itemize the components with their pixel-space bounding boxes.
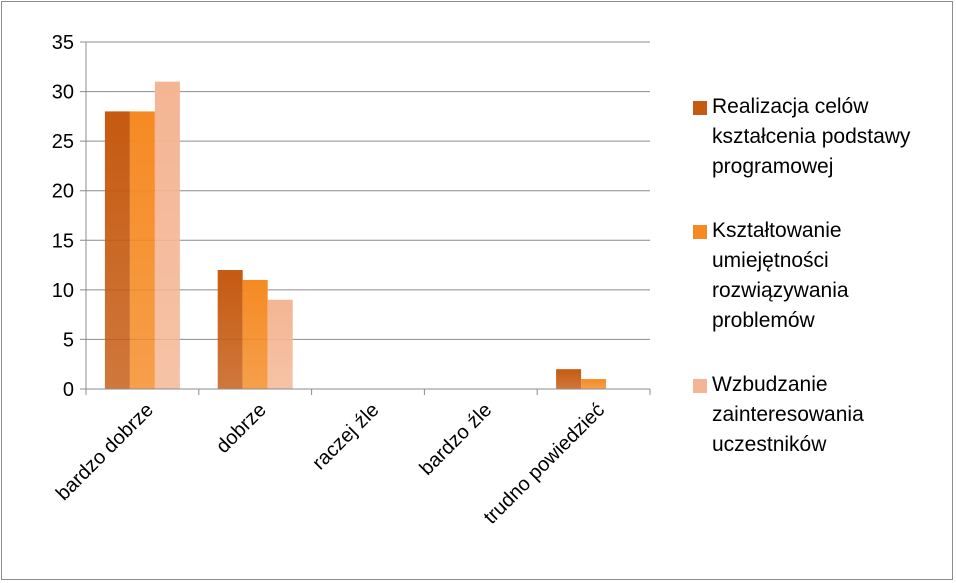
x-tick-label: bardzo dobrze [52,399,158,505]
bars [104,81,607,390]
bar-0-1 [217,270,243,389]
y-tick-label: 25 [52,131,74,153]
x-tick-label: bardzo źle [416,399,497,480]
bar-2-0 [154,81,180,390]
bar-0-4 [556,369,582,389]
legend-swatch [693,379,707,393]
legend-item: Realizacja celów kształcenia podstawy pr… [690,92,952,182]
y-tick-label: 35 [52,32,74,54]
x-tick-label: raczej źle [308,399,383,474]
y-tick-label: 5 [63,329,74,351]
y-tick-label: 15 [52,230,74,252]
legend-item: Wzbudzanie zainteresowania uczestników [690,370,952,460]
y-axis-ticks: 0 5 10 15 20 25 30 35 [52,32,74,401]
y-tick-label: 30 [52,82,74,104]
bar-1-4 [581,379,607,389]
legend-label: Wzbudzanie zainteresowania uczestników [712,373,864,456]
legend-label: Kształtowanie umiejętności rozwiązywania… [712,219,849,332]
legend-label: Realizacja celów kształcenia podstawy pr… [712,95,911,178]
legend-item: Kształtowanie umiejętności rozwiązywania… [690,216,952,336]
bar-1-0 [129,111,155,390]
legend: Realizacja celów kształcenia podstawy pr… [690,92,952,494]
bar-2-1 [267,299,293,389]
y-tick-label: 0 [63,379,74,401]
legend-swatch [693,225,707,239]
y-tick-label: 10 [52,280,74,302]
bar-0-0 [104,111,130,390]
x-tick-label: trudno powiedzieć [480,399,610,529]
x-tick-label: dobrze [212,399,271,458]
bar-1-1 [242,279,268,389]
legend-swatch [693,101,707,115]
y-tick-label: 20 [52,181,74,203]
